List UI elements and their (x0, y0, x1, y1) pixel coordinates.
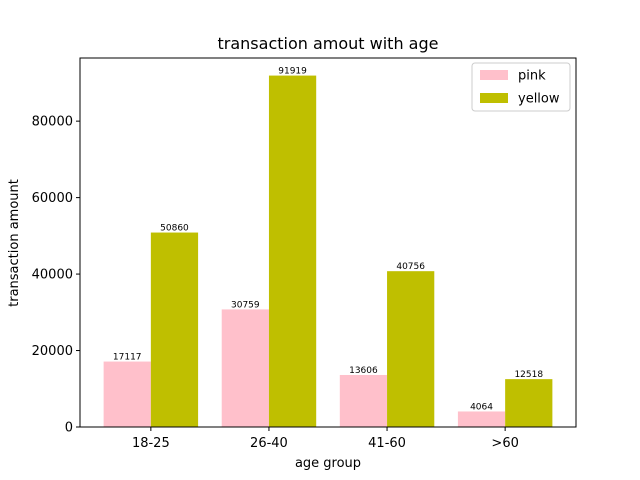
legend-label-pink: pink (518, 69, 546, 84)
y-axis: 0 20000 40000 60000 80000 (32, 115, 80, 436)
chart-title: transaction amout with age (218, 34, 439, 53)
y-tick-label: 60000 (32, 191, 73, 206)
bar-pink-26-40 (221, 309, 269, 427)
bars-group (103, 75, 553, 428)
bar-value-label: 4064 (470, 402, 493, 412)
bar-labels-group: 17117 30759 13606 4064 50860 91919 40756 12518 (113, 67, 543, 413)
y-tick-label: 0 (65, 421, 73, 436)
legend-label-yellow: yellow (518, 92, 560, 107)
bar-value-label: 40756 (396, 262, 425, 272)
bar-value-label: 30759 (231, 300, 260, 310)
bar-yellow-26-40 (268, 75, 317, 428)
bar-pink->60 (457, 411, 506, 427)
bar-yellow->60 (505, 379, 553, 427)
bar-value-label: 17117 (113, 353, 142, 363)
legend-swatch-yellow (480, 93, 508, 103)
y-tick-label: 80000 (32, 115, 73, 130)
y-axis-title: transaction amount (7, 179, 22, 307)
bar-value-label: 13606 (349, 366, 378, 376)
x-axis-title: age group (295, 456, 361, 471)
bar-pink-41-60 (339, 374, 388, 427)
x-tick-label: 26-40 (250, 436, 288, 451)
legend-swatch-pink (480, 70, 508, 80)
bar-value-label: 91919 (278, 67, 307, 77)
y-tick-label: 40000 (32, 268, 73, 283)
legend: pink yellow (471, 62, 571, 112)
bar-value-label: 12518 (514, 370, 543, 380)
bar-yellow-18-25 (150, 232, 199, 427)
x-tick-label: >60 (491, 436, 518, 451)
bar-yellow-41-60 (387, 271, 435, 427)
y-tick-label: 20000 (32, 344, 73, 359)
bar-pink-18-25 (103, 361, 151, 427)
bar-value-label: 50860 (160, 224, 189, 234)
x-axis: 18-25 26-40 41-60 >60 (132, 427, 519, 451)
x-tick-label: 41-60 (368, 436, 406, 451)
x-tick-label: 18-25 (132, 436, 170, 451)
plot-area-frame (79, 57, 577, 428)
